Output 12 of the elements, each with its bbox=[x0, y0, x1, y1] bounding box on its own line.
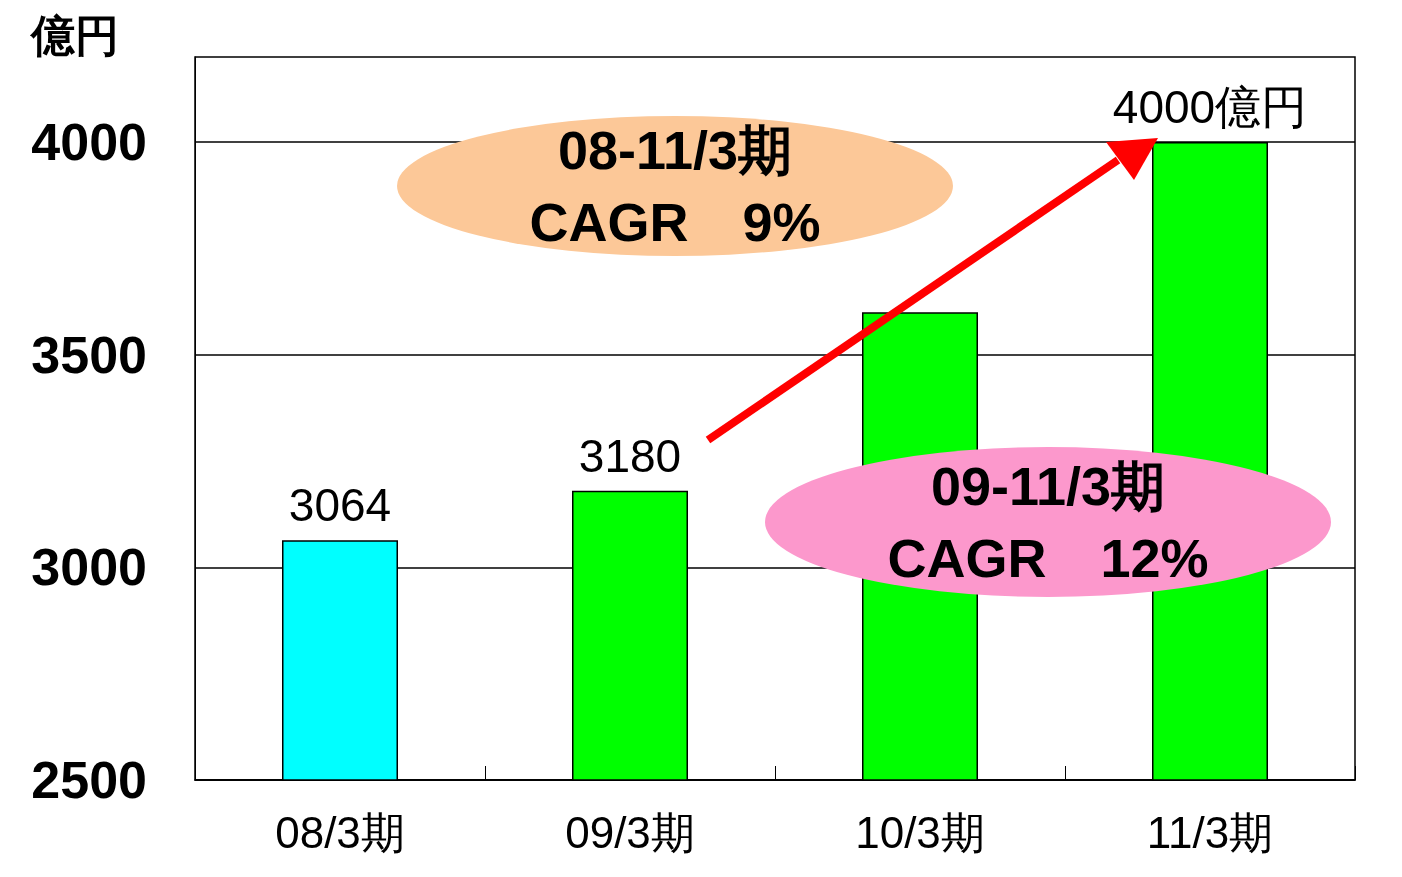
y-tick-label: 2500 bbox=[31, 751, 147, 809]
y-tick-label: 4000 bbox=[31, 113, 147, 172]
y-tick-label: 3000 bbox=[31, 538, 147, 597]
x-tick-label: 10/3期 bbox=[855, 807, 985, 857]
x-tick-label: 11/3期 bbox=[1146, 807, 1274, 857]
y-axis-title: 億円 bbox=[29, 10, 119, 60]
y-tick-label: 3500 bbox=[31, 325, 147, 384]
x-tick-label: 09/3期 bbox=[565, 807, 695, 857]
data-label: 3180 bbox=[578, 429, 682, 482]
data-label: 4000億円 bbox=[1112, 81, 1308, 134]
data-label: 3064 bbox=[288, 479, 392, 532]
x-tick-label: 08/3期 bbox=[275, 807, 405, 857]
